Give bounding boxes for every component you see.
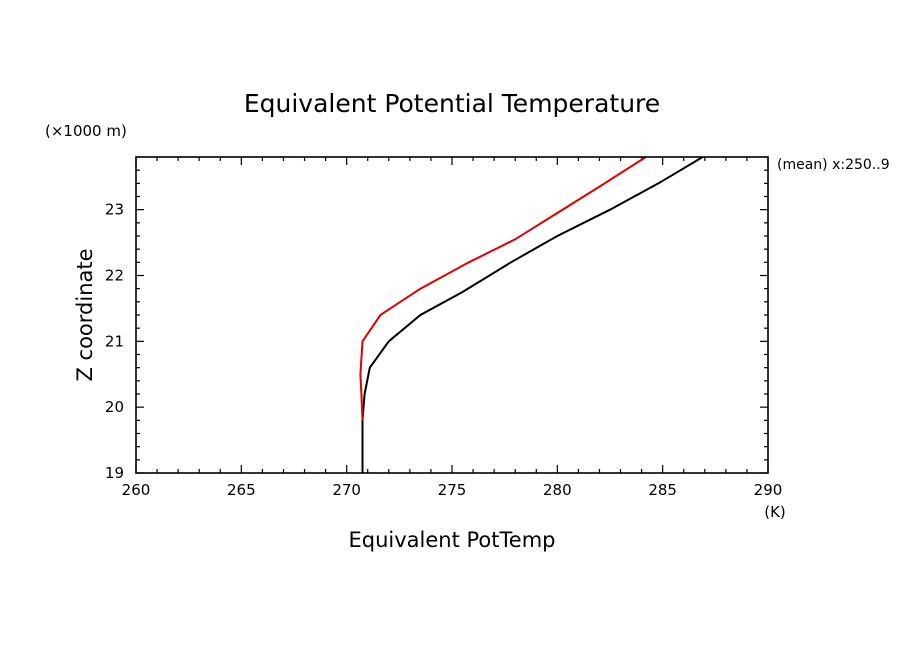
annotation-label: (mean) x:250..9 <box>777 157 890 173</box>
y-tick-label: 19 <box>105 464 124 482</box>
y-tick-label: 22 <box>105 267 124 285</box>
y-tick-label: 23 <box>105 201 124 219</box>
y-tick-label: 21 <box>105 332 124 350</box>
x-unit-label: (K) <box>764 503 786 521</box>
x-tick-label: 290 <box>754 481 783 499</box>
x-tick-label: 285 <box>648 481 677 499</box>
x-tick-label: 260 <box>122 481 151 499</box>
y-unit-label: (×1000 m) <box>45 122 127 140</box>
x-tick-label: 270 <box>332 481 361 499</box>
series-layer <box>359 156 704 473</box>
plot-frame <box>135 156 769 474</box>
axis-ticks: 260 265 270 275 280 285 290 19 20 21 22 23 <box>105 156 783 499</box>
series-line-1 <box>361 156 704 473</box>
x-tick-label: 280 <box>543 481 572 499</box>
x-tick-label: 265 <box>227 481 256 499</box>
y-axis-label: Z coordinate <box>73 248 97 381</box>
chart-title: Equivalent Potential Temperature <box>244 89 660 118</box>
x-tick-label: 275 <box>438 481 467 499</box>
x-axis-label: Equivalent PotTemp <box>349 528 556 552</box>
y-tick-label: 20 <box>105 398 124 416</box>
series-line-2 <box>359 156 647 421</box>
